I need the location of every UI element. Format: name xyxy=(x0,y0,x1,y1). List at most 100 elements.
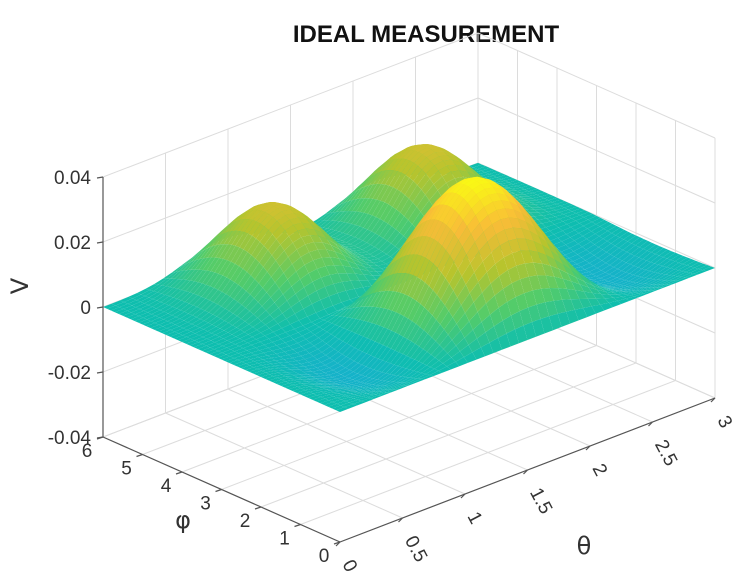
surface-facet xyxy=(215,244,228,258)
surface-facet xyxy=(358,229,372,241)
surface-facet xyxy=(547,204,561,209)
surface-facet xyxy=(373,360,387,371)
surface-facet xyxy=(237,307,250,319)
surface-facet xyxy=(352,296,366,308)
surface-facet xyxy=(142,321,155,327)
surface-facet xyxy=(385,170,398,186)
surface-facet xyxy=(192,308,205,318)
surface-facet xyxy=(341,192,354,204)
surface-facet xyxy=(602,243,615,253)
surface-facet xyxy=(293,379,307,382)
surface-facet xyxy=(601,265,614,273)
surface-facet xyxy=(452,330,465,346)
surface-facet xyxy=(111,300,124,306)
surface-facet xyxy=(516,263,529,280)
surface-facet xyxy=(334,265,347,274)
surface-facet xyxy=(536,198,549,203)
surface-facet xyxy=(452,178,465,186)
surface-facet xyxy=(393,376,406,383)
surface-facet xyxy=(339,387,352,389)
surface-facet xyxy=(132,294,145,301)
surface-facet xyxy=(653,266,667,273)
surface-facet xyxy=(395,316,408,335)
surface-facet xyxy=(625,265,639,274)
surface-facet xyxy=(426,219,439,238)
surface-facet xyxy=(392,273,406,292)
surface-facet xyxy=(409,236,423,255)
surface-facet xyxy=(636,283,649,288)
surface-facet xyxy=(268,220,281,235)
surface-facet xyxy=(256,212,270,224)
surface-facet xyxy=(644,279,658,284)
surface-facet xyxy=(508,238,521,253)
surface-facet xyxy=(353,179,366,193)
surface-facet xyxy=(572,208,585,214)
surface-facet xyxy=(290,301,304,314)
surface-facet xyxy=(152,302,165,309)
surface-facet xyxy=(353,396,367,400)
surface-facet xyxy=(186,333,199,339)
surface-facet xyxy=(280,346,293,352)
surface-facet xyxy=(623,290,636,292)
surface-facet xyxy=(211,233,225,247)
surface-facet xyxy=(404,181,418,199)
surface-facet xyxy=(448,297,462,318)
surface-facet xyxy=(557,234,571,242)
grid-line xyxy=(477,32,716,139)
grid-line xyxy=(221,345,597,490)
surface-facet xyxy=(148,292,162,299)
surface-facet xyxy=(425,165,439,179)
surface-facet xyxy=(530,231,543,246)
surface-facet xyxy=(472,177,486,182)
surface-facet xyxy=(114,308,128,314)
surface-facet xyxy=(324,211,337,221)
surface-facet xyxy=(572,266,586,278)
surface-facet xyxy=(463,166,477,176)
surface-facet xyxy=(587,224,600,232)
surface-facet xyxy=(345,248,358,254)
surface-facet xyxy=(386,246,399,257)
grid-line xyxy=(260,362,637,508)
surface-facet xyxy=(311,318,324,325)
surface-facet xyxy=(481,177,494,182)
surface-facet xyxy=(320,296,333,310)
surface-facet xyxy=(391,314,404,333)
surface-facet xyxy=(442,357,456,367)
surface-facet xyxy=(350,334,364,348)
surface-facet xyxy=(273,204,287,209)
surface-facet xyxy=(208,231,222,244)
surface-facet xyxy=(461,293,474,313)
surface-facet xyxy=(344,379,357,384)
surface-facet xyxy=(342,280,355,291)
surface-facet xyxy=(202,340,215,346)
surface-facet xyxy=(467,194,481,209)
surface-facet xyxy=(498,301,512,321)
surface-facet xyxy=(694,270,707,275)
surface-facet xyxy=(343,388,356,390)
surface-facet xyxy=(304,260,318,274)
surface-facet xyxy=(200,240,213,253)
surface-facet xyxy=(386,251,399,270)
surface-facet xyxy=(468,176,482,180)
surface-facet xyxy=(308,290,321,305)
surface-facet xyxy=(288,352,301,358)
surface-facet xyxy=(388,189,401,207)
surface-facet xyxy=(327,234,340,246)
surface-facet xyxy=(630,257,643,266)
surface-facet xyxy=(372,385,385,389)
surface-facet xyxy=(189,342,203,348)
surface-facet xyxy=(373,261,386,266)
surface-facet xyxy=(348,298,362,309)
surface-facet xyxy=(308,367,321,372)
surface-facet xyxy=(265,206,278,215)
surface-facet xyxy=(195,320,209,328)
surface-facet xyxy=(412,279,425,301)
surface-facet xyxy=(428,294,441,316)
surface-facet xyxy=(187,317,201,324)
surface-facet xyxy=(516,238,530,251)
surface-facet xyxy=(589,281,602,289)
surface-facet xyxy=(217,294,230,307)
surface-facet xyxy=(222,261,235,278)
surface-facet xyxy=(306,378,320,381)
surface-facet xyxy=(384,291,397,310)
